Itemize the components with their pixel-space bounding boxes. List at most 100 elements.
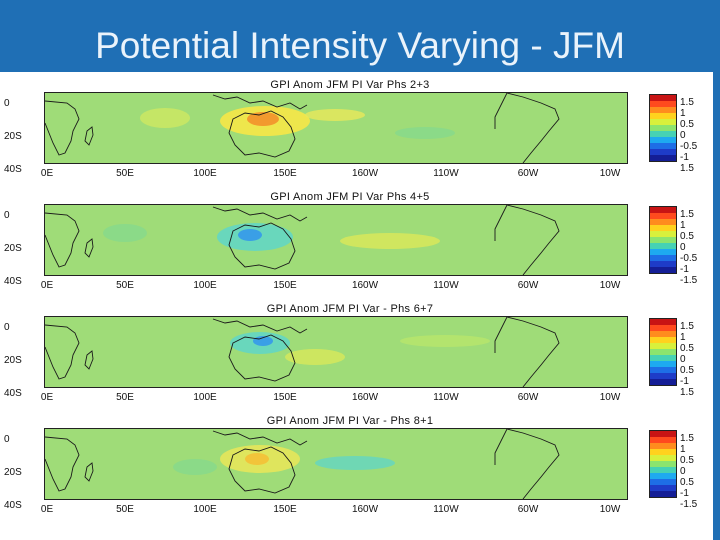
lon-tick: 150E xyxy=(273,168,297,179)
weak-positive-anomaly-blob xyxy=(400,335,490,347)
colorbar-swatch xyxy=(650,237,676,244)
lon-tick: 10W xyxy=(599,504,621,515)
colorbar-tick: 1.5 xyxy=(680,433,694,444)
lon-tick: 50E xyxy=(116,392,134,403)
lon-tick: 0E xyxy=(40,504,54,515)
field-background xyxy=(45,205,627,275)
colorbar-swatches xyxy=(650,431,676,497)
map-field-svg xyxy=(45,205,627,275)
colorbar xyxy=(649,206,677,274)
colorbar-swatch xyxy=(650,113,676,120)
colorbar-swatch xyxy=(650,379,676,385)
coastline-indonesia xyxy=(212,318,308,334)
lon-tick: 100E xyxy=(193,280,217,291)
lon-tick: 50E xyxy=(116,504,134,515)
negative-anomaly-blob xyxy=(315,456,395,470)
colorbar-tick: -1 xyxy=(680,152,689,163)
field-background xyxy=(45,93,627,163)
colorbar-swatch xyxy=(650,137,676,144)
panel-title: GPI Anom JFM PI Var Phs 4+5 xyxy=(270,191,430,203)
lon-tick: 0E xyxy=(40,392,54,403)
coastline-madagascar xyxy=(84,350,94,370)
positive-anomaly-blob xyxy=(340,233,440,249)
colorbar-swatch xyxy=(650,367,676,374)
lat-tick: 0 xyxy=(4,322,10,333)
colorbar-swatch xyxy=(650,219,676,226)
colorbar-swatches xyxy=(650,319,676,385)
lon-tick: 60W xyxy=(517,168,539,179)
panel-title: GPI Anom JFM PI Var Phs 2+3 xyxy=(270,79,430,91)
colorbar-swatch xyxy=(650,337,676,344)
lat-tick: 40S xyxy=(4,500,22,511)
colorbar-swatch xyxy=(650,249,676,256)
colorbar-swatch xyxy=(650,95,676,102)
colorbar-swatch xyxy=(650,461,676,468)
lon-tick: 150E xyxy=(273,280,297,291)
slide-side-strip xyxy=(713,72,720,540)
colorbar xyxy=(649,318,677,386)
colorbar-swatch xyxy=(650,319,676,326)
coastline-indonesia xyxy=(212,430,308,446)
colorbar-tick: 0.5 xyxy=(680,477,694,488)
colorbar-tick: -1 xyxy=(680,488,689,499)
colorbar-swatch xyxy=(650,361,676,368)
colorbar-swatch xyxy=(650,449,676,456)
lon-tick: 10W xyxy=(599,280,621,291)
weak-negative-anomaly-blob xyxy=(395,127,455,139)
colorbar-swatch xyxy=(650,243,676,250)
colorbar-swatch xyxy=(650,225,676,232)
coastline-indonesia xyxy=(212,206,308,222)
slide-title: Potential Intensity Varying - JFM xyxy=(95,25,625,66)
lon-tick: 100E xyxy=(193,392,217,403)
coastline-indonesia xyxy=(212,94,308,110)
colorbar-tick: -0.5 xyxy=(680,141,698,152)
map-field-svg xyxy=(45,429,627,499)
colorbar-swatch xyxy=(650,131,676,138)
colorbar-tick: 1.5 xyxy=(680,387,694,398)
lat-tick: 40S xyxy=(4,164,22,175)
colorbar-tick: 1.5 xyxy=(680,97,694,108)
colorbar-swatch xyxy=(650,149,676,156)
colorbar-tick: -0.5 xyxy=(680,253,698,264)
colorbar-tick: -1.5 xyxy=(680,275,698,286)
colorbar-tick: -1 xyxy=(680,376,689,387)
colorbar-swatch xyxy=(650,143,676,150)
weak-negative-anomaly-blob xyxy=(103,224,147,242)
coastline-south-america xyxy=(494,317,560,387)
lon-tick: 160W xyxy=(351,392,379,403)
anomaly-map xyxy=(44,204,628,276)
coastline-australia xyxy=(228,334,296,382)
map-field-svg xyxy=(45,93,627,163)
colorbar-swatch xyxy=(650,107,676,114)
colorbar-swatches xyxy=(650,95,676,161)
colorbar xyxy=(649,94,677,162)
anomaly-map xyxy=(44,428,628,500)
map-panel-phs-2-3: GPI Anom JFM PI Var Phs 2+3 0 20S 40S 0E… xyxy=(0,78,713,190)
lon-tick: 150E xyxy=(273,504,297,515)
coastline-madagascar xyxy=(84,462,94,482)
colorbar-tick: 0 xyxy=(680,242,686,253)
colorbar-tick: 1.5 xyxy=(680,163,694,174)
lon-tick: 60W xyxy=(517,504,539,515)
colorbar-tick: 0.5 xyxy=(680,343,694,354)
lon-tick: 50E xyxy=(116,280,134,291)
colorbar-swatch xyxy=(650,325,676,332)
colorbar-swatch xyxy=(650,267,676,273)
lon-tick: 160W xyxy=(351,280,379,291)
coastline-australia xyxy=(228,110,296,158)
coastline-australia xyxy=(228,446,296,494)
colorbar-swatch xyxy=(650,207,676,214)
colorbar-swatch xyxy=(650,101,676,108)
colorbar-swatch xyxy=(650,343,676,350)
colorbar-swatch xyxy=(650,491,676,497)
positive-anomaly-blob xyxy=(305,109,365,121)
colorbar-swatch xyxy=(650,479,676,486)
lon-tick: 110W xyxy=(433,392,459,403)
colorbar xyxy=(649,430,677,498)
map-panel-phs-6-7: GPI Anom JFM PI Var - Phs 6+7 0 20S 40S … xyxy=(0,302,713,414)
colorbar-swatch xyxy=(650,443,676,450)
colorbar-swatch xyxy=(650,331,676,338)
lon-tick: 0E xyxy=(40,168,54,179)
colorbar-swatches xyxy=(650,207,676,273)
map-field-svg xyxy=(45,317,627,387)
